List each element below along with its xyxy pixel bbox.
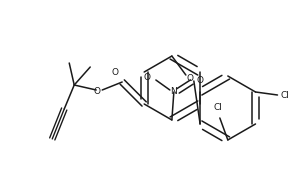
Text: Cl: Cl bbox=[281, 92, 289, 101]
Text: O: O bbox=[144, 72, 151, 81]
Text: N: N bbox=[171, 88, 177, 97]
Text: O: O bbox=[111, 68, 118, 77]
Text: O: O bbox=[93, 88, 100, 97]
Text: Cl: Cl bbox=[213, 103, 222, 112]
Text: O: O bbox=[197, 75, 204, 84]
Text: O: O bbox=[186, 74, 193, 83]
